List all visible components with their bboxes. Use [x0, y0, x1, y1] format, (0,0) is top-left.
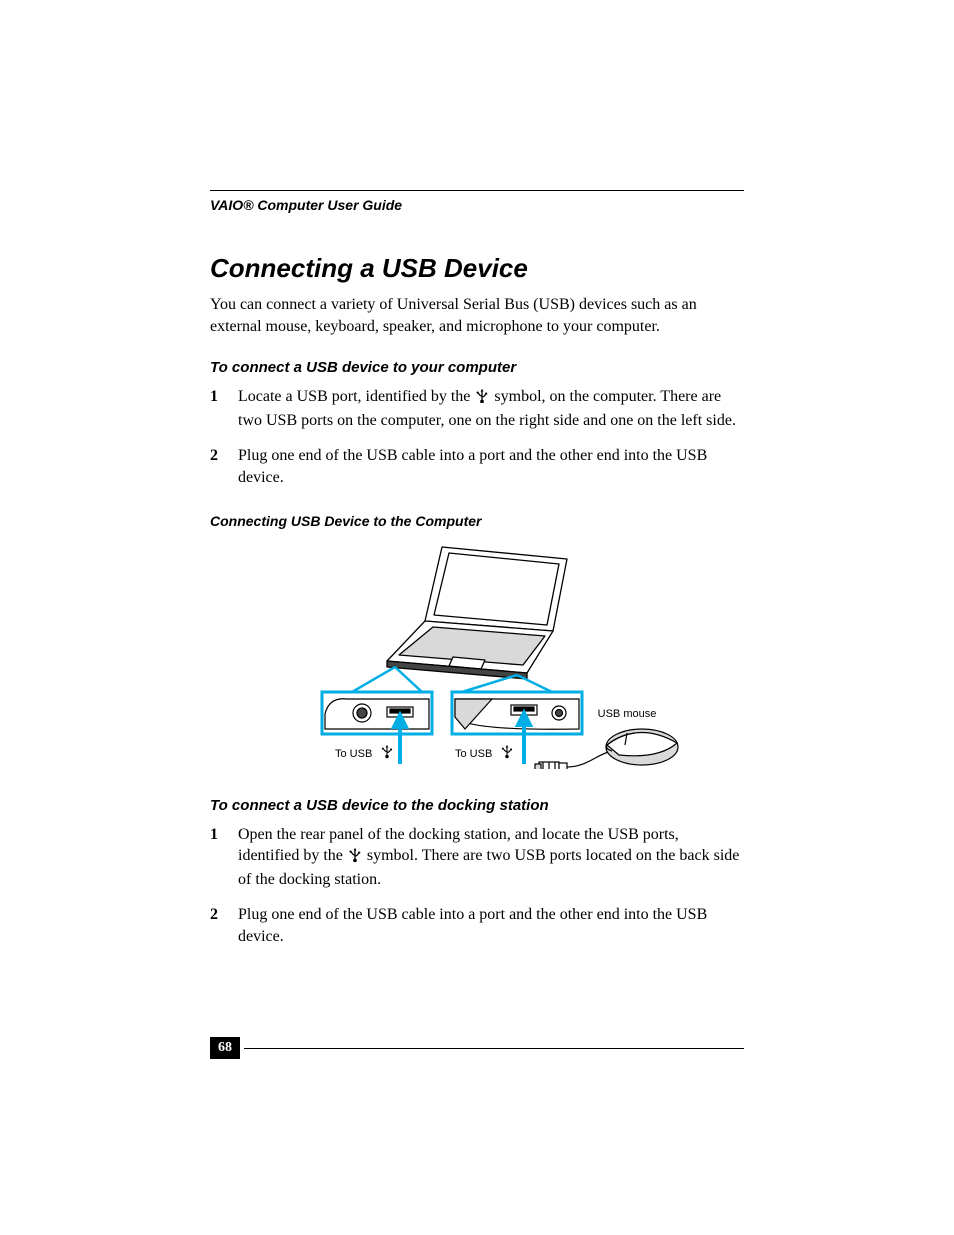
figure-svg: To USB To USB USB mouse — [267, 539, 687, 769]
section1-heading: To connect a USB device to your computer — [210, 359, 744, 376]
page-title: Connecting a USB Device — [210, 253, 744, 284]
section1-step1-pre: Locate a USB port, identified by the — [238, 388, 474, 405]
figure-caption: Connecting USB Device to the Computer — [210, 513, 744, 529]
running-header: VAIO® Computer User Guide — [210, 197, 744, 213]
page-number: 68 — [210, 1037, 240, 1059]
laptop-illustration — [387, 547, 567, 679]
usb-trident-icon — [349, 847, 361, 869]
page: VAIO® Computer User Guide Connecting a U… — [0, 0, 954, 1235]
bottom-rule — [244, 1048, 744, 1049]
section2-step1: Open the rear panel of the docking stati… — [210, 824, 744, 891]
usb-trident-icon — [476, 388, 488, 410]
label-to-usb-right: To USB — [455, 748, 492, 760]
label-usb-mouse: USB mouse — [598, 708, 657, 720]
label-to-usb-left: To USB — [335, 748, 372, 760]
section1-steps: Locate a USB port, identified by the sym… — [210, 386, 744, 488]
section2-steps: Open the rear panel of the docking stati… — [210, 824, 744, 948]
section1-step2: Plug one end of the USB cable into a por… — [210, 445, 744, 488]
section2-step2: Plug one end of the USB cable into a por… — [210, 904, 744, 947]
top-rule — [210, 190, 744, 191]
section1-step1: Locate a USB port, identified by the sym… — [210, 386, 744, 431]
intro-paragraph: You can connect a variety of Universal S… — [210, 294, 744, 337]
section2-heading: To connect a USB device to the docking s… — [210, 797, 744, 814]
page-number-value: 68 — [210, 1037, 240, 1059]
figure: To USB To USB USB mouse — [210, 539, 744, 769]
